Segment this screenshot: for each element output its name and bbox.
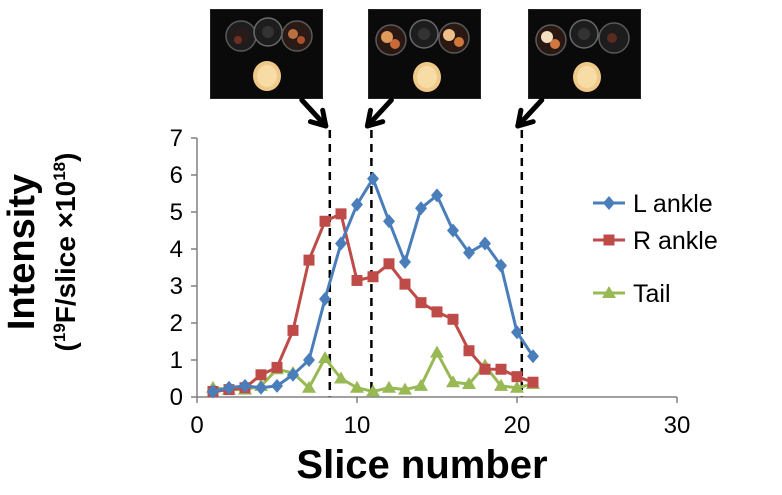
y-axis-label: Intensity (19F/slice ×1018) <box>1 153 83 352</box>
mri-thumbnail-2 <box>368 9 481 99</box>
data-point-r-ankle <box>271 361 283 373</box>
data-point-l-ankle <box>479 236 491 251</box>
data-point-r-ankle <box>367 271 379 283</box>
data-point-r-ankle <box>255 369 267 381</box>
data-point-tail <box>510 380 524 393</box>
y-tick-label: 4 <box>170 236 183 263</box>
data-point-tail <box>318 351 332 364</box>
data-point-r-ankle <box>495 363 507 375</box>
y-tick-label: 1 <box>170 347 183 374</box>
data-point-l-ankle <box>351 197 363 212</box>
data-point-l-ankle <box>463 245 475 260</box>
arrow-icon <box>515 97 545 129</box>
data-point-r-ankle <box>287 324 299 336</box>
data-point-r-ankle <box>463 345 475 357</box>
legend-label-l-ankle: L ankle <box>633 190 713 218</box>
y-axis-unit: (19F/slice ×1018) <box>49 152 82 352</box>
data-point-tail <box>366 384 380 397</box>
data-point-tail <box>446 375 460 388</box>
data-point-l-ankle <box>511 325 523 340</box>
data-point-l-ankle <box>415 201 427 216</box>
x-tick-label: 10 <box>344 412 371 439</box>
legend-label-r-ankle: R ankle <box>633 227 718 255</box>
arrow-icon <box>299 97 329 129</box>
data-point-tail <box>430 345 444 358</box>
data-point-l-ankle <box>255 380 267 395</box>
arrow-icon <box>364 97 394 129</box>
x-tick-label: 20 <box>504 412 531 439</box>
arrowhead-icon <box>364 107 386 129</box>
data-point-r-ankle <box>319 215 331 227</box>
data-point-tail <box>382 380 396 393</box>
y-tick-label: 3 <box>170 273 183 300</box>
data-point-l-ankle <box>239 378 251 393</box>
data-point-r-ankle <box>399 278 411 290</box>
arrowhead-icon <box>515 107 536 129</box>
data-point-l-ankle <box>207 384 219 399</box>
x-axis-label: Slice number <box>296 443 548 487</box>
data-point-r-ankle <box>415 297 427 309</box>
data-point-r-ankle <box>303 254 315 266</box>
data-point-l-ankle <box>287 367 299 382</box>
data-point-l-ankle <box>303 353 315 367</box>
data-point-r-ankle <box>431 306 443 318</box>
data-point-l-ankle <box>319 291 331 306</box>
y-axis-title: Intensity <box>0 173 43 331</box>
data-point-l-ankle <box>271 378 283 393</box>
y-tick-label: 6 <box>170 162 183 189</box>
data-point-tail <box>350 380 364 393</box>
y-tick-label: 2 <box>170 310 183 337</box>
x-tick-label: 30 <box>664 412 691 439</box>
legend-marker-l-ankle <box>603 196 615 210</box>
legend-marker-r-ankle <box>603 234 615 246</box>
arrowhead-icon <box>307 107 329 129</box>
data-point-l-ankle <box>495 258 507 273</box>
y-tick-label: 0 <box>170 384 183 411</box>
data-point-r-ankle <box>383 258 395 270</box>
data-point-l-ankle <box>431 188 443 203</box>
legend-marker-tail <box>602 286 616 298</box>
data-point-l-ankle <box>383 214 395 229</box>
data-point-r-ankle <box>479 363 491 375</box>
data-point-l-ankle <box>367 171 379 186</box>
mri-thumbnail-1 <box>210 9 323 99</box>
x-tick-label: 0 <box>190 412 203 439</box>
data-point-tail <box>494 378 508 391</box>
data-point-r-ankle <box>511 371 523 383</box>
data-point-r-ankle <box>447 313 459 325</box>
mri-thumbnail-3 <box>528 9 641 99</box>
data-point-l-ankle <box>223 380 235 395</box>
legend-label-tail: Tail <box>633 280 671 308</box>
data-point-r-ankle <box>527 376 539 388</box>
data-point-l-ankle <box>399 254 411 269</box>
data-point-l-ankle <box>527 349 539 364</box>
data-point-r-ankle <box>351 274 363 286</box>
data-point-tail <box>414 378 428 391</box>
data-point-r-ankle <box>335 208 347 220</box>
data-point-tail <box>462 377 476 390</box>
y-tick-label: 7 <box>170 125 183 152</box>
data-point-tail <box>302 380 316 393</box>
data-point-tail <box>398 382 412 395</box>
y-tick-label: 5 <box>170 199 183 226</box>
data-point-l-ankle <box>335 236 347 251</box>
data-point-tail <box>334 371 348 384</box>
data-point-l-ankle <box>447 223 459 238</box>
